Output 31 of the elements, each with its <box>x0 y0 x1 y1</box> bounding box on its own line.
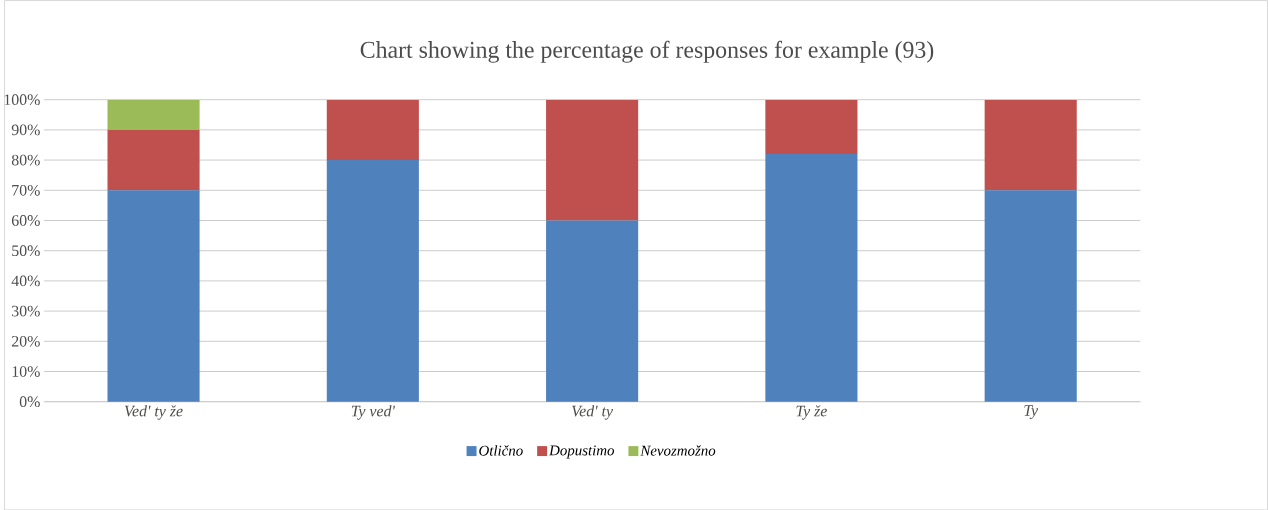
x-tick-label: Ty ved' <box>351 405 396 420</box>
bar <box>765 153 858 402</box>
bar <box>326 159 419 402</box>
y-tick-label: 80% <box>11 154 40 166</box>
bar <box>107 190 200 402</box>
bar <box>107 129 200 191</box>
y-tick-label: 20% <box>11 335 40 347</box>
legend-label: Otlično <box>479 444 523 456</box>
bar <box>546 99 639 221</box>
bar <box>765 99 858 154</box>
y-tick-label: 10% <box>12 365 40 377</box>
bar <box>326 99 419 160</box>
x-tick-label: Ved' ty že <box>124 405 183 420</box>
bar <box>984 99 1077 191</box>
y-tick-label: 100% <box>4 94 40 105</box>
legend-label: Nevozmožno <box>640 444 716 456</box>
x-tick-label: Ved' ty <box>572 405 614 420</box>
chart-title: Chart showing the percentage of responses for example (93) <box>360 40 934 63</box>
x-tick-label: Ty že <box>796 405 827 420</box>
y-tick-label: 70% <box>12 184 40 196</box>
y-tick-label: 40% <box>11 275 40 287</box>
y-tick-label: 90% <box>11 124 40 136</box>
y-tick-label: 60% <box>11 214 40 226</box>
legend-label: Dopustimo <box>548 445 615 459</box>
bar <box>984 190 1077 402</box>
x-tick-label: Ty <box>1024 405 1039 419</box>
y-tick-label: 0% <box>19 396 40 407</box>
bar <box>107 99 200 130</box>
bar <box>546 220 639 402</box>
y-tick-label: 50% <box>12 245 40 256</box>
y-tick-label: 30% <box>12 305 40 317</box>
